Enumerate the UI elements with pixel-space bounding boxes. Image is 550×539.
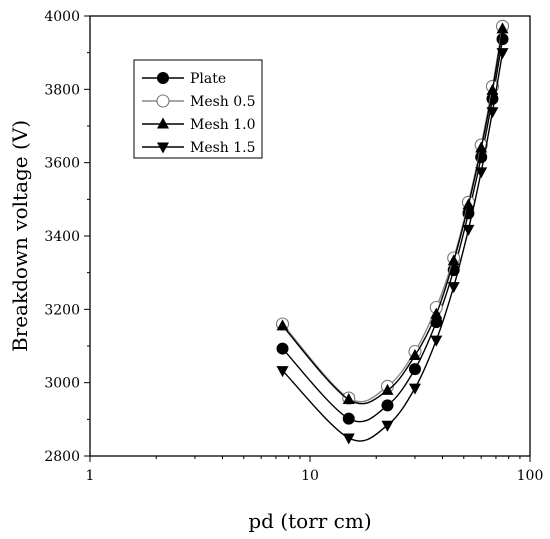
series-mesh-1-0 [276,22,509,405]
x-tick-label: 1 [86,468,95,484]
data-point [447,254,460,266]
legend-entry: Mesh 0.5 [142,94,256,110]
y-tick-label: 4000 [44,9,80,25]
y-tick-label: 2800 [44,449,80,465]
y-tick-label: 3600 [44,156,80,172]
legend-entry: Plate [142,71,226,87]
legend-box [133,59,263,159]
legend-entry: Mesh 1.0 [142,117,256,133]
y-tick-label: 3200 [44,302,80,318]
legend-marker [157,72,169,84]
data-point [342,412,355,425]
series-line [281,28,504,405]
data-point [462,198,475,210]
series-plate [276,33,509,425]
data-point [408,383,421,395]
data-point [381,420,394,432]
y-axis-label: Breakdown voltage (V) [8,120,32,352]
legend-entry: Mesh 1.5 [142,140,256,156]
axes: 2800 3000 3200 3400 3600 3800 4000 1 10 100 pd (to… [8,9,543,533]
data-point [486,107,499,119]
legend: Plate Mesh 0.5 Mesh 1.0 Mesh 1.5 [133,59,263,159]
data-point [447,282,460,294]
y-tick-label: 3400 [44,229,80,245]
data-point [475,141,488,153]
data-point [462,224,475,236]
x-axis-label: pd (torr cm) [248,509,371,533]
x-tick-label: 10 [301,468,319,484]
data-point [408,349,421,361]
data-point [475,167,488,179]
series-line [282,38,504,423]
data-point [276,319,289,331]
data-point [486,92,499,105]
data-point [430,335,443,347]
legend-marker [156,94,170,108]
data-point [342,433,355,445]
y-tick-label: 3800 [44,82,80,98]
data-point [276,366,289,378]
series-layer [275,19,510,445]
data-point [381,383,394,395]
legend-label: Mesh 1.0 [190,117,256,133]
data-point [496,22,509,34]
legend-marker [157,142,169,154]
legend-label: Plate [190,71,226,87]
data-point [496,33,509,46]
data-point [408,363,421,376]
legend-label: Mesh 0.5 [190,94,256,110]
data-point [430,307,443,319]
data-point [342,393,355,405]
legend-marker [157,117,169,129]
data-point [381,399,394,412]
x-tick-label: 100 [517,468,544,484]
legend-label: Mesh 1.5 [190,140,256,156]
data-point [496,48,509,60]
data-point [276,342,289,355]
series-line [282,52,504,442]
series-mesh-1-5 [276,48,509,445]
y-tick-label: 3000 [44,376,80,392]
